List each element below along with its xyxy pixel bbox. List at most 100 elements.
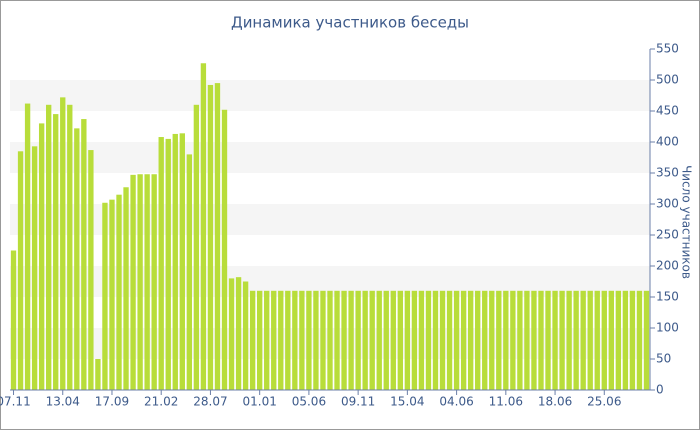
bar [313, 290, 319, 390]
bar [214, 83, 221, 390]
x-tick-label: 11.06 [489, 395, 523, 409]
bar [348, 290, 354, 390]
bar [608, 290, 614, 390]
bar [376, 290, 382, 390]
bar [355, 290, 361, 390]
bar [524, 290, 530, 390]
bar [172, 133, 178, 390]
grid-band [10, 142, 650, 173]
bar [285, 290, 291, 390]
bar [587, 290, 593, 390]
y-tick-label: 500 [656, 73, 679, 87]
x-tick-label: 25.06 [587, 395, 621, 409]
bar [594, 290, 600, 390]
bar [503, 290, 509, 390]
bar [425, 290, 432, 390]
bar [334, 290, 340, 390]
y-tick-label: 100 [656, 321, 679, 335]
bar [221, 109, 228, 390]
bar [88, 150, 94, 390]
bar [17, 151, 24, 390]
bar [496, 290, 502, 390]
y-tick-label: 50 [656, 352, 671, 366]
y-tick-label: 300 [656, 197, 679, 211]
y-tick-label: 250 [656, 228, 679, 242]
bar [193, 104, 200, 391]
y-tick-label: 150 [656, 290, 679, 304]
bar [446, 290, 453, 390]
bar [517, 290, 523, 390]
bar [460, 290, 467, 390]
grid-band [10, 80, 650, 111]
bar [242, 281, 249, 390]
bar [46, 104, 52, 391]
x-tick-label: 04.06 [439, 395, 473, 409]
bar [629, 290, 636, 390]
y-tick-label: 400 [656, 135, 679, 149]
bar [31, 146, 38, 390]
bar [510, 290, 516, 390]
x-tick-label: 28.07 [193, 395, 227, 409]
bar [102, 202, 108, 390]
bar [573, 290, 579, 390]
x-tick-label: 01.01 [242, 395, 276, 409]
bar [74, 128, 80, 391]
bar [67, 104, 73, 391]
bar [306, 290, 312, 390]
bar [10, 250, 17, 390]
x-tick-label: 07.11 [0, 395, 31, 409]
bar [531, 290, 537, 390]
bar [489, 290, 495, 390]
bar [580, 290, 586, 390]
bar [95, 359, 101, 390]
bar [601, 290, 607, 390]
bar [439, 290, 446, 390]
bar [390, 290, 396, 390]
bar [482, 290, 488, 390]
bar [467, 290, 474, 390]
bar [475, 290, 481, 390]
y-tick-label: 200 [656, 259, 679, 273]
x-tick-label: 05.06 [292, 395, 326, 409]
bar [636, 290, 643, 390]
bar [622, 290, 629, 390]
y-tick-label: 450 [656, 104, 679, 118]
bar [137, 174, 143, 390]
bar [432, 290, 439, 390]
bar [228, 278, 235, 390]
bar [362, 290, 368, 390]
x-tick-label: 18.06 [538, 395, 572, 409]
bar [151, 174, 157, 390]
bar [144, 174, 150, 390]
x-tick-label: 21.02 [144, 395, 178, 409]
bar [453, 290, 460, 390]
bar [158, 137, 164, 390]
bar [256, 290, 263, 390]
x-tick-label: 17.09 [95, 395, 129, 409]
y-axis-title: Число участников [680, 165, 694, 279]
bar [249, 290, 256, 390]
x-tick-label: 13.04 [46, 395, 80, 409]
bar [264, 290, 270, 390]
bar [411, 290, 418, 390]
bar [53, 114, 59, 390]
bar [566, 290, 572, 390]
bar [369, 290, 375, 390]
bar [186, 154, 193, 390]
bar [552, 290, 558, 390]
bar [545, 290, 551, 390]
bar [165, 138, 171, 390]
bar [109, 199, 115, 390]
bar [207, 84, 214, 391]
bar [327, 290, 333, 390]
bar [643, 290, 650, 390]
bar [235, 277, 242, 390]
bar [397, 290, 404, 390]
bar [559, 290, 565, 390]
bar [538, 290, 544, 390]
bar [130, 174, 136, 390]
bar [179, 133, 185, 390]
bar [81, 119, 87, 390]
bar [200, 63, 207, 390]
